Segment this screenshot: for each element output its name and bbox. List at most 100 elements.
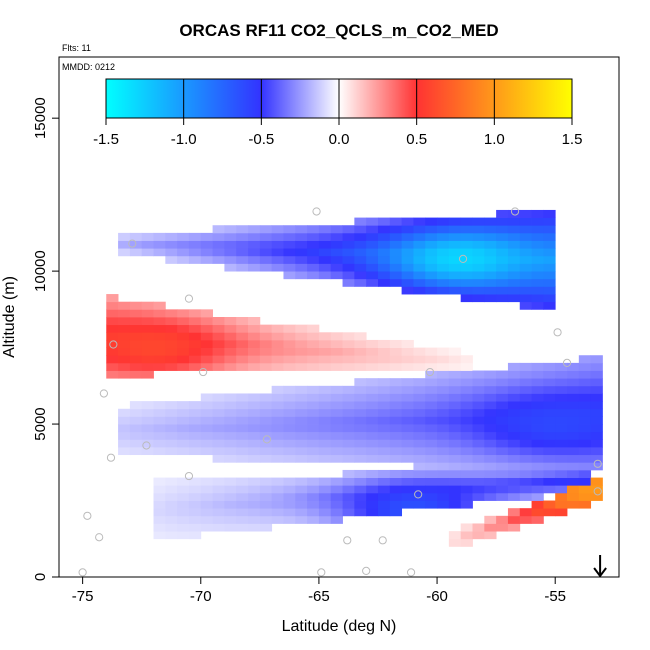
- heatmap-cell: [236, 347, 249, 356]
- heatmap-cell: [531, 362, 544, 371]
- heatmap-cell: [153, 431, 166, 440]
- heatmap-cell: [283, 240, 296, 249]
- heatmap-cell: [318, 492, 332, 501]
- heatmap-cell: [366, 217, 379, 226]
- heatmap-cell: [425, 485, 438, 494]
- heatmap-cell: [212, 477, 225, 486]
- heatmap-cell: [212, 523, 225, 532]
- heatmap-cell: [165, 500, 178, 509]
- heatmap-cell: [342, 424, 355, 433]
- heatmap-cell: [496, 477, 509, 486]
- heatmap-cell: [318, 362, 332, 371]
- heatmap-cell: [460, 378, 473, 387]
- heatmap-cell: [389, 492, 403, 501]
- heatmap-cell: [342, 469, 355, 478]
- heatmap-cell: [330, 439, 343, 448]
- heatmap-cell: [555, 500, 568, 509]
- heatmap-cell: [413, 355, 426, 364]
- heatmap-cell: [555, 416, 568, 425]
- heatmap-cell: [259, 248, 273, 257]
- heatmap-cell: [354, 271, 367, 280]
- heatmap-cell: [330, 485, 343, 494]
- heatmap-cell: [295, 232, 308, 241]
- heatmap-cell: [531, 393, 544, 402]
- heatmap-cell: [567, 424, 580, 433]
- heatmap-cell: [248, 424, 261, 433]
- heatmap-cell: [259, 324, 273, 333]
- heatmap-cell: [330, 492, 343, 501]
- heatmap-cell: [366, 225, 379, 234]
- heatmap-cell: [354, 355, 367, 364]
- heatmap-cell: [224, 255, 237, 264]
- heatmap-cell: [519, 286, 532, 295]
- heatmap-cell: [507, 393, 521, 402]
- heatmap-cell: [271, 492, 284, 501]
- heatmap-cell: [567, 431, 580, 440]
- heatmap-cell: [354, 439, 367, 448]
- heatmap-cell: [555, 454, 568, 463]
- heatmap-cell: [448, 492, 462, 501]
- heatmap-cell: [377, 485, 391, 494]
- heatmap-cell: [330, 347, 343, 356]
- heatmap-cell: [389, 469, 403, 478]
- heatmap-cell: [165, 255, 178, 264]
- heatmap-cell: [590, 401, 603, 410]
- heatmap-cell: [224, 515, 237, 524]
- heatmap-cell: [129, 370, 143, 379]
- profile-marker: [562, 358, 572, 367]
- heatmap-cell: [460, 492, 473, 501]
- heatmap-cell: [590, 355, 603, 364]
- heatmap-cell: [389, 385, 403, 394]
- heatmap-cell: [224, 232, 237, 241]
- heatmap-cell: [212, 492, 225, 501]
- heatmap-cell: [448, 439, 462, 448]
- heatmap-cell: [307, 232, 320, 241]
- heatmap-cell: [413, 362, 426, 371]
- heatmap-cell: [460, 286, 473, 295]
- heatmap-cell: [472, 393, 485, 402]
- heatmap-cell: [507, 492, 521, 501]
- heatmap-cell: [330, 263, 343, 272]
- heatmap-cell: [248, 492, 261, 501]
- heatmap-cell: [555, 431, 568, 440]
- heatmap-cell: [259, 347, 273, 356]
- heatmap-cell: [141, 431, 154, 440]
- heatmap-cell: [460, 263, 473, 272]
- heatmap-cell: [578, 385, 592, 394]
- heatmap-cell: [507, 431, 521, 440]
- heatmap-cell: [177, 431, 190, 440]
- heatmap-cell: [460, 248, 473, 257]
- heatmap-cell: [342, 431, 355, 440]
- heatmap-cell: [484, 294, 497, 303]
- heatmap-cell: [472, 378, 485, 387]
- heatmap-cell: [377, 263, 391, 272]
- heatmap-cell: [448, 500, 462, 509]
- heatmap-cell: [460, 401, 473, 410]
- heatmap-cell: [460, 278, 473, 287]
- heatmap-cell: [437, 454, 450, 463]
- heatmap-cell: [177, 355, 190, 364]
- heatmap-cell: [377, 431, 391, 440]
- heatmap-cell: [555, 408, 568, 417]
- heatmap-cell: [507, 225, 521, 234]
- heatmap-cell: [437, 378, 450, 387]
- heatmap-cell: [283, 271, 296, 280]
- heatmap-cell: [283, 232, 296, 241]
- heatmap-cell: [271, 225, 284, 234]
- heatmap-cell: [437, 447, 450, 456]
- heatmap-cell: [342, 408, 355, 417]
- heatmap-cell: [188, 531, 202, 540]
- heatmap-cell: [496, 286, 509, 295]
- heatmap-cell: [543, 439, 556, 448]
- heatmap-cell: [200, 393, 213, 402]
- heatmap-cell: [188, 255, 202, 264]
- heatmap-cell: [519, 217, 532, 226]
- heatmap-cell: [177, 332, 190, 341]
- heatmap-cell: [531, 240, 544, 249]
- heatmap-cell: [578, 477, 592, 486]
- heatmap-cell: [141, 424, 154, 433]
- heatmap-cell: [460, 362, 473, 371]
- heatmap-cell: [295, 263, 308, 272]
- heatmap-cell: [519, 408, 532, 417]
- heatmap-cell: [188, 523, 202, 532]
